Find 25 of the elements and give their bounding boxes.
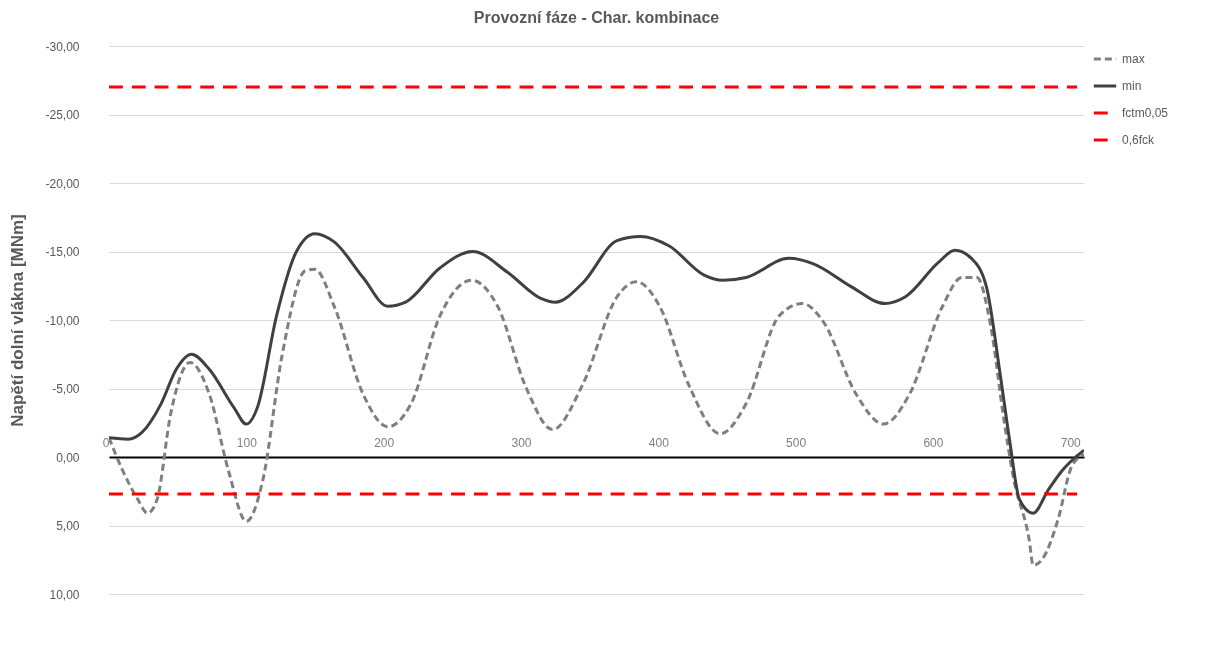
x-tick-label: 300 [511, 435, 532, 450]
x-tick-label: 400 [648, 435, 670, 450]
line-series [109, 232, 1084, 515]
y-tick-label: -25,00 [45, 108, 80, 122]
y-tick-label: -10,00 [45, 313, 80, 328]
x-tick-label: 200 [374, 435, 395, 450]
y-tick-label: 5,00 [56, 519, 80, 533]
y-axis-title: Napětí dolní vlákna [MNm] [8, 214, 28, 427]
legend-label: min [1122, 79, 1142, 93]
y-tick-label: -30,00 [45, 39, 80, 54]
legend-label: max [1122, 52, 1145, 66]
y-tick-label: -5,00 [52, 382, 80, 396]
x-tick-label: 600 [923, 435, 944, 450]
x-tick-label: 100 [236, 435, 258, 450]
y-tick-label: -15,00 [45, 245, 80, 259]
y-tick-label: 10,00 [49, 587, 80, 602]
y-tick-label: 0,00 [56, 450, 80, 465]
legend-label: 0,6fck [1122, 133, 1156, 147]
line-series [109, 267, 1084, 567]
x-tick-label: 500 [786, 435, 807, 450]
x-tick-label: 700 [1060, 435, 1082, 450]
legend-label: fctm0,05 [1122, 106, 1169, 120]
y-tick-label: -20,00 [45, 176, 80, 191]
x-tick-label: 0 [102, 435, 110, 450]
chart-title: Provozní fáze - Char. kombinace [473, 9, 720, 26]
